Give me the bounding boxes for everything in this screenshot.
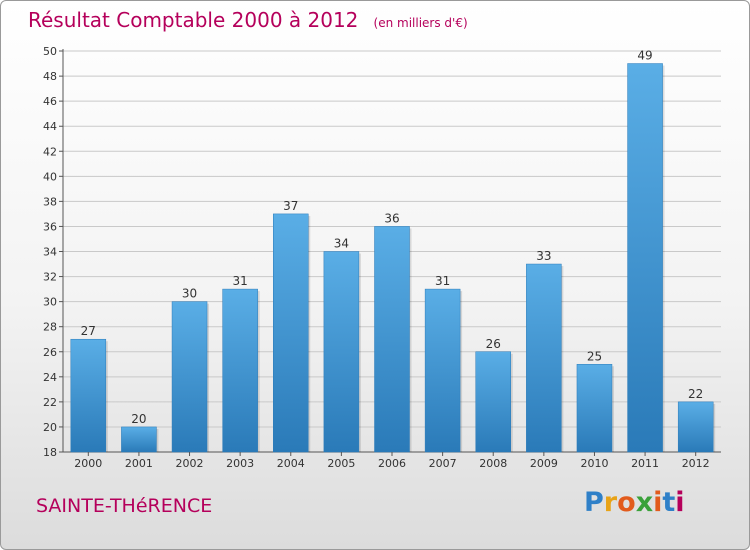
bar <box>576 364 613 453</box>
data-label: 20 <box>131 412 146 426</box>
chart-title: Résultat Comptable 2000 à 2012 (en milli… <box>28 8 468 32</box>
y-tick-label: 44 <box>43 120 57 133</box>
y-tick-label: 26 <box>43 346 57 359</box>
data-label: 36 <box>384 211 399 225</box>
y-tick-label: 48 <box>43 70 57 83</box>
y-tick-label: 28 <box>43 321 57 334</box>
y-tick-label: 24 <box>43 371 57 384</box>
y-tick-label: 50 <box>43 45 57 58</box>
data-label: 37 <box>283 199 298 213</box>
data-label: 33 <box>536 249 551 263</box>
logo-letter: r <box>603 487 618 518</box>
data-labels: 27 20 30 31 37 34 36 31 26 33 25 49 22 <box>81 49 704 426</box>
data-label: 34 <box>334 237 349 251</box>
bar <box>273 213 309 453</box>
y-tick-label: 36 <box>43 220 57 233</box>
logo-letter: o <box>617 487 636 518</box>
x-tick-label: 2005 <box>327 457 355 470</box>
bar <box>70 338 107 453</box>
bar <box>171 301 208 453</box>
bar <box>677 401 714 453</box>
bar <box>475 351 511 453</box>
bar <box>121 426 157 453</box>
logo-letter: t <box>662 487 676 518</box>
y-tick-label: 22 <box>43 396 57 409</box>
data-label: 49 <box>637 49 652 63</box>
x-tick-label: 2011 <box>631 457 659 470</box>
x-tick-label: 2001 <box>125 457 153 470</box>
y-tick-label: 32 <box>43 271 57 284</box>
x-tick-label: 2002 <box>176 457 204 470</box>
x-tick-label: 2006 <box>378 457 406 470</box>
chart-title-main: Résultat Comptable 2000 à 2012 <box>28 8 359 32</box>
bar <box>526 263 562 453</box>
bar <box>424 288 461 453</box>
logo-letter: i <box>653 487 663 518</box>
y-tick-label: 34 <box>43 246 57 259</box>
y-tick-label: 18 <box>43 446 57 459</box>
bar <box>627 63 663 453</box>
proxiti-logo: Proxiti <box>584 487 685 518</box>
x-tick-label: 2007 <box>429 457 457 470</box>
x-tick-label: 2010 <box>580 457 608 470</box>
data-label: 22 <box>688 387 703 401</box>
y-tick-label: 30 <box>43 296 57 309</box>
x-tick-labels: 2000 2001 2002 2003 2004 2005 2006 2007 2008 2009… <box>74 452 710 470</box>
data-label: 31 <box>435 274 450 288</box>
y-tick-label: 40 <box>43 170 57 183</box>
y-tick-label: 42 <box>43 145 57 158</box>
logo-letter: i <box>675 487 685 518</box>
y-tick-label: 46 <box>43 95 57 108</box>
chart-subtitle: (en milliers d'€) <box>373 16 468 30</box>
x-tick-label: 2008 <box>479 457 507 470</box>
bars <box>70 63 716 453</box>
y-tick-label: 20 <box>43 421 57 434</box>
data-label: 26 <box>486 337 501 351</box>
x-tick-label: 2004 <box>277 457 305 470</box>
bar <box>222 288 258 453</box>
x-tick-label: 2012 <box>682 457 710 470</box>
x-tick-label: 2003 <box>226 457 254 470</box>
data-label: 25 <box>587 349 602 363</box>
data-label: 27 <box>81 324 96 338</box>
data-label: 31 <box>233 274 248 288</box>
bar <box>323 251 360 453</box>
logo-letter: P <box>584 487 604 518</box>
bar <box>374 226 410 453</box>
data-label: 30 <box>182 287 197 301</box>
logo-letter: x <box>635 487 654 518</box>
x-tick-label: 2009 <box>530 457 558 470</box>
y-tick-label: 38 <box>43 195 57 208</box>
y-tick-labels: 18 20 22 24 26 28 30 32 34 36 38 40 42 44 46 48 50 <box>43 45 57 459</box>
x-tick-label: 2000 <box>74 457 102 470</box>
commune-name: SAINTE-THéRENCE <box>36 495 213 517</box>
